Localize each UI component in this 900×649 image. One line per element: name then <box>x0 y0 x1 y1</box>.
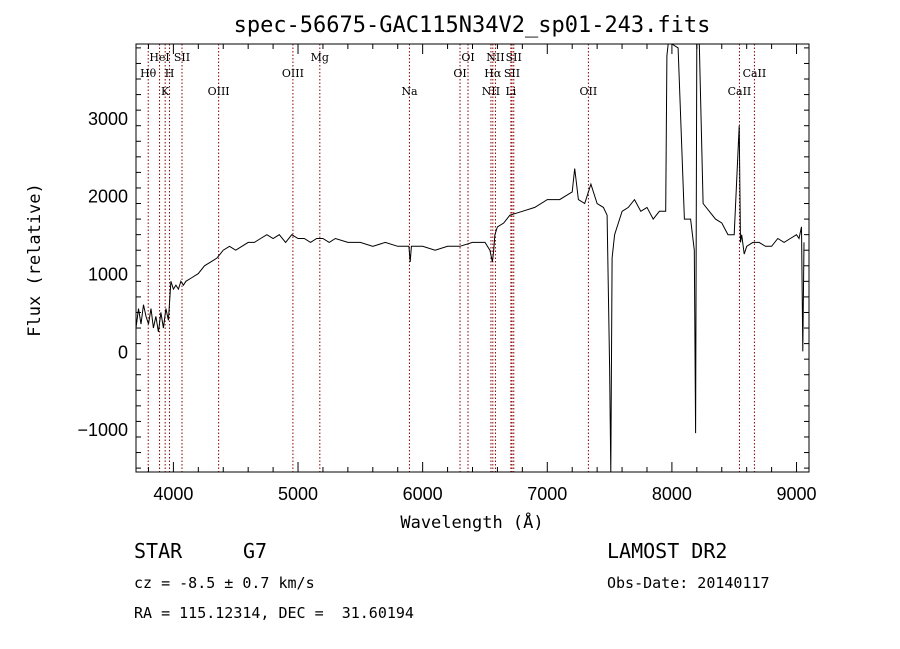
coordinates-readout: RA = 115.12314, DEC = 31.60194 <box>134 604 414 622</box>
marker-label-6: OIII <box>282 67 304 80</box>
marker-label-13: NII <box>486 51 504 64</box>
marker-label-17: OII <box>580 85 598 98</box>
line-markers <box>147 44 755 472</box>
y-tick-label-3: 2000 <box>88 187 128 207</box>
object-subclass: G7 <box>243 539 268 563</box>
y-tick-label-1: 0 <box>118 342 128 362</box>
marker-label-9: OI <box>453 67 466 80</box>
marker-label-8: Na <box>401 85 418 98</box>
x-axis-label: Wavelength (Å) <box>400 511 543 533</box>
marker-label-2: K <box>161 85 170 98</box>
y-tick-label-4: 3000 <box>88 109 128 129</box>
marker-label-11: NII <box>482 85 500 98</box>
marker-label-1: HeI <box>149 51 169 64</box>
plot-frame <box>135 43 810 473</box>
spectrum-series-line <box>135 43 805 473</box>
observation-date: Obs-Date: 20140117 <box>607 574 770 592</box>
x-tick-label-3: 7000 <box>527 484 567 504</box>
redshift-readout: cz = -8.5 ± 0.7 km/s <box>134 574 315 592</box>
x-tick-label-5: 9000 <box>777 484 817 504</box>
y-tick-label-2: 1000 <box>88 265 128 285</box>
marker-label-10: OI <box>461 51 474 64</box>
x-axis: 4000 5000 6000 7000 8000 9000 <box>147 44 817 504</box>
chart-title: spec-56675-GAC115N34V2_sp01-243.fits <box>234 13 711 38</box>
survey-name: LAMOST DR2 <box>607 539 728 563</box>
marker-label-4: SII <box>174 51 190 64</box>
marker-label-15: SII <box>504 67 520 80</box>
marker-label-19: CaII <box>743 67 767 80</box>
marker-label-7: Mg <box>311 51 329 64</box>
marker-label-12: Hα <box>484 67 502 80</box>
object-class: STAR <box>134 539 183 563</box>
y-axis-label: Flux (relative) <box>25 183 45 337</box>
x-tick-label-1: 5000 <box>278 484 318 504</box>
marker-label-3: H <box>165 67 175 80</box>
y-tick-label-0: −1000 <box>77 420 128 440</box>
marker-labels: Hθ HeI KH SII OIII OIII Mg Na OI OI NII Hα NII Li SII S… <box>140 51 766 98</box>
x-tick-label-2: 6000 <box>403 484 443 504</box>
marker-label-5: OIII <box>208 85 230 98</box>
marker-label-0: Hθ <box>140 67 157 80</box>
marker-label-18: CaII <box>728 85 752 98</box>
marker-label-14: Li <box>505 85 516 98</box>
marker-label-16: SII <box>506 51 522 64</box>
x-tick-label-0: 4000 <box>153 484 193 504</box>
y-axis: −1000 0 1000 2000 3000 <box>77 47 809 469</box>
x-tick-label-4: 8000 <box>652 484 692 504</box>
